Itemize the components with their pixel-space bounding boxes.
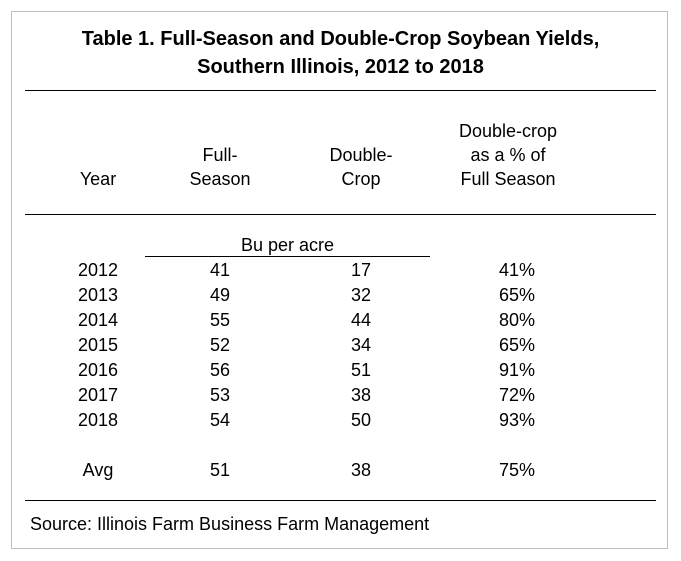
cell-double-crop: 32 (350, 285, 372, 305)
cell-full-season: 55 (209, 310, 231, 330)
cell-double-crop: 44 (350, 310, 372, 330)
header-pct-line-1: Double-crop (458, 121, 558, 141)
table-title-line-2: Southern Illinois, 2012 to 2018 (197, 56, 484, 78)
header-full-season-line-1: Full- (202, 145, 238, 165)
cell-double-crop: 17 (350, 260, 372, 280)
cell-pct: 75% (498, 460, 536, 480)
cell-year: 2015 (77, 335, 119, 355)
cell-double-crop: 38 (350, 460, 372, 480)
cell-double-crop: 51 (350, 360, 372, 380)
cell-pct: 80% (498, 310, 536, 330)
title-rule (25, 90, 656, 91)
source-note: Source: Illinois Farm Business Farm Mana… (30, 514, 430, 534)
cell-double-crop: 50 (350, 410, 372, 430)
header-full-season-line-2: Season (189, 169, 251, 189)
units-rule (145, 256, 430, 257)
cell-full-season: 51 (209, 460, 231, 480)
cell-full-season: 41 (209, 260, 231, 280)
table-title-line-1: Table 1. Full-Season and Double-Crop Soy… (81, 28, 600, 50)
cell-double-crop: 34 (350, 335, 372, 355)
table-frame (11, 11, 668, 549)
cell-pct: 72% (498, 385, 536, 405)
cell-full-season: 56 (209, 360, 231, 380)
cell-year: 2017 (77, 385, 119, 405)
cell-pct: 41% (498, 260, 536, 280)
units-label: Bu per acre (240, 235, 335, 255)
cell-year: 2014 (77, 310, 119, 330)
header-double-crop-line-2: Crop (341, 169, 381, 189)
header-double-crop-line-1: Double- (329, 145, 393, 165)
cell-pct: 65% (498, 335, 536, 355)
cell-pct: 93% (498, 410, 536, 430)
cell-double-crop: 38 (350, 385, 372, 405)
cell-full-season: 53 (209, 385, 231, 405)
cell-pct: 65% (498, 285, 536, 305)
cell-full-season: 49 (209, 285, 231, 305)
header-year: Year (79, 169, 117, 189)
cell-full-season: 54 (209, 410, 231, 430)
cell-pct: 91% (498, 360, 536, 380)
footer-rule (25, 500, 656, 501)
cell-year: 2013 (77, 285, 119, 305)
header-rule (25, 214, 656, 215)
header-pct-line-2: as a % of (470, 145, 546, 165)
header-pct-line-3: Full Season (460, 169, 556, 189)
cell-full-season: 52 (209, 335, 231, 355)
cell-year: Avg (82, 460, 114, 480)
cell-year: 2016 (77, 360, 119, 380)
cell-year: 2012 (77, 260, 119, 280)
cell-year: 2018 (77, 410, 119, 430)
